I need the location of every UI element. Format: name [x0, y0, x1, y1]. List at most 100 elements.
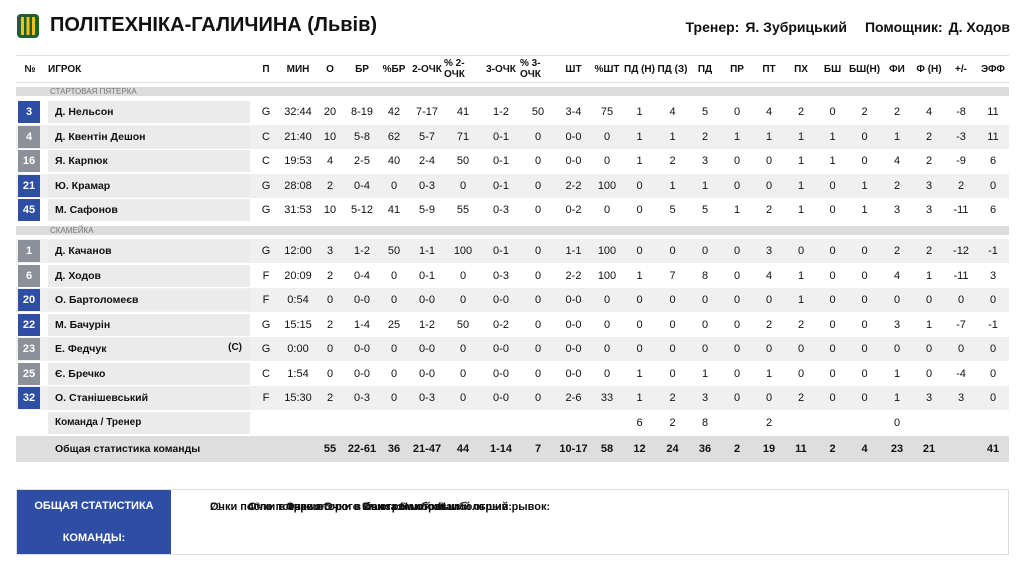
stat-cell: 0-3: [493, 204, 509, 216]
stat-cell: 0: [534, 392, 542, 404]
stat-cell: 0: [861, 155, 868, 167]
stat-cell: 3: [893, 318, 901, 331]
stat-cell: 5-8: [354, 130, 370, 143]
player-name-cell: Ю. Крамар: [48, 174, 250, 197]
stat-cell: 62: [387, 130, 401, 143]
stat-cell: 0: [733, 392, 741, 404]
column-header: ШТ: [565, 63, 582, 75]
stat-cell: 0: [925, 343, 933, 355]
stat-cell: 0: [459, 343, 467, 355]
stat-cell: 0-4: [354, 269, 370, 282]
stat-cell: 75: [600, 106, 614, 118]
stat-cell: 12: [633, 442, 646, 455]
player-name-cell: М. Бачурін: [48, 313, 250, 336]
player-name: О. Станішевський: [55, 392, 149, 404]
stat-cell: 12:00: [284, 245, 312, 257]
stat-cell: 0: [733, 294, 741, 306]
stat-cell: 0: [861, 343, 868, 355]
stat-cell: 1: [636, 269, 643, 282]
stat-cell: -1: [988, 318, 998, 331]
stat-cell: 0: [861, 130, 868, 143]
stat-cell: 0: [829, 245, 836, 257]
coach: Я. Зубрицький: [745, 19, 847, 35]
stat-cell: 7-17: [415, 106, 439, 118]
stat-cell: 8: [701, 269, 709, 282]
player-name: Д. Нельсон: [55, 106, 114, 118]
stat-cell: 0: [733, 269, 741, 282]
stat-cell: 0-0: [354, 367, 370, 380]
stat-cell: 0-0: [493, 343, 509, 355]
stat-cell: 1: [636, 155, 643, 167]
stat-cell: 1: [861, 204, 868, 216]
player-name-cell: Є. Бречко: [48, 362, 250, 385]
stat-cell: 0: [459, 294, 467, 306]
stat-cell: 2: [925, 130, 933, 143]
stat-cell: 0: [893, 343, 901, 355]
stat-cell: 1-2: [419, 318, 435, 331]
stat-cell: 36: [387, 442, 401, 455]
stat-cell: 0: [390, 367, 398, 380]
player-name: Д. Ходов: [55, 269, 101, 282]
stat-cell: 3: [925, 204, 933, 216]
stat-cell: 3: [925, 179, 933, 192]
stat-cell: 15:30: [284, 392, 312, 404]
stat-cell: 0: [669, 245, 676, 257]
stat-cell: 8: [701, 416, 709, 429]
stat-cell: 1: [701, 179, 709, 192]
stat-cell: 0: [829, 343, 836, 355]
stat-cell: 0: [636, 343, 643, 355]
stat-cell: 0: [534, 269, 542, 282]
stat-cell: 0-0: [565, 294, 582, 306]
stat-cell: 1: [925, 318, 933, 331]
stat-cell: 10: [323, 130, 337, 143]
stat-cell: 100: [453, 245, 473, 257]
summary-value: 6: [400, 501, 407, 513]
stat-cell: 0-0: [493, 294, 509, 306]
stat-cell: 42: [387, 106, 401, 118]
stat-cell: 0-3: [419, 179, 435, 192]
stat-cell: 2-6: [565, 392, 582, 404]
player-name: М. Бачурін: [55, 318, 111, 331]
stat-cell: 1: [701, 367, 709, 380]
stat-cell: 7: [669, 269, 676, 282]
stat-cell: 0: [603, 367, 611, 380]
column-header: 3-ОЧК: [486, 63, 516, 75]
column-header: МИН: [286, 63, 310, 75]
stat-cell: 2: [701, 130, 709, 143]
stat-cell: 11: [987, 130, 999, 143]
stat-cell: 41: [986, 442, 1000, 455]
player-name-cell: Д. Ходов: [48, 264, 250, 287]
stat-cell: 4: [669, 106, 676, 118]
stat-cell: 5-7: [419, 130, 435, 143]
column-header: БШ(Н): [848, 63, 881, 75]
number-badge: 32: [18, 387, 40, 409]
stat-cell: 31:53: [284, 204, 312, 216]
stat-cell: 58: [600, 442, 614, 455]
stat-cell: 0-0: [419, 343, 435, 355]
assistant-label: Помощник:: [864, 19, 943, 35]
stat-cell: -11: [953, 204, 969, 216]
column-header: 2-ОЧК: [412, 63, 442, 75]
stat-cell: 0: [829, 392, 836, 404]
stat-cell: 55: [323, 442, 337, 455]
stat-cell: -7: [956, 318, 966, 331]
stat-cell: 0: [733, 106, 741, 118]
stat-cell: 3: [326, 245, 334, 257]
player-name-cell: О. Станішевський: [48, 387, 250, 409]
stat-cell: 0:00: [287, 343, 309, 355]
stat-cell: 1: [797, 130, 805, 143]
stat-cell: 1: [669, 130, 676, 143]
stat-cell: 1: [893, 367, 901, 380]
stat-cell: 4: [326, 155, 334, 167]
stat-cell: 2-5: [354, 155, 370, 167]
stat-cell: 1: [829, 130, 836, 143]
summary-label: Наибольший отрыв:: [400, 501, 512, 513]
section-bar: [16, 226, 1009, 235]
stat-cell: 4: [925, 106, 933, 118]
stat-cell: 15:15: [284, 318, 312, 331]
stat-cell: 19:53: [284, 155, 312, 167]
number-badge: 1: [18, 240, 40, 262]
stat-cell: 2-2: [565, 269, 582, 282]
stat-cell: 1-1: [565, 245, 582, 257]
number-badge: 23: [18, 338, 40, 360]
